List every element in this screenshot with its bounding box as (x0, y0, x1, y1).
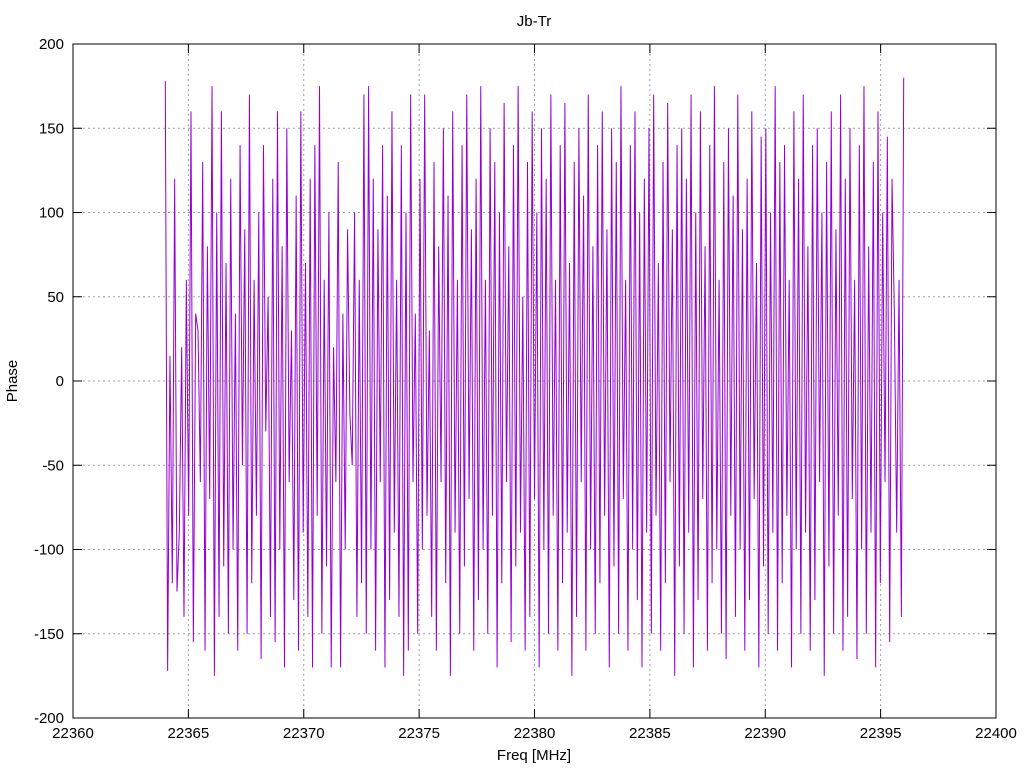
x-tick-label: 22360 (52, 725, 94, 742)
x-tick-label: 22380 (514, 725, 556, 742)
chart-title: Jb-Tr (517, 13, 551, 30)
x-tick-label: 22395 (860, 725, 902, 742)
y-axis-label: Phase (4, 360, 21, 403)
y-tick-label: -200 (34, 710, 64, 727)
x-tick-label: 22375 (398, 725, 440, 742)
y-tick-label: 0 (56, 373, 64, 390)
x-tick-label: 22365 (168, 725, 210, 742)
series-layer (164, 77, 905, 676)
x-tick-label: 22390 (744, 725, 786, 742)
y-tick-label: -150 (34, 626, 64, 643)
x-tick-label: 22400 (975, 725, 1017, 742)
y-tick-label: 100 (39, 205, 64, 222)
y-tick-labels: -200 -150 -100 -50 0 50 100 150 200 (34, 36, 64, 727)
x-axis-label: Freq [MHz] (497, 747, 571, 764)
y-tick-label: -100 (34, 542, 64, 559)
plot-frame (72, 43, 997, 719)
x-tick-labels: 22360 22365 22370 22375 22380 22385 22390 22395… (52, 725, 1017, 742)
phase-series-line (164, 77, 905, 676)
y-tick-label: -50 (42, 457, 64, 474)
y-tick-label: 150 (39, 120, 64, 137)
y-tick-label: 50 (47, 289, 64, 306)
x-tick-label: 22370 (283, 725, 325, 742)
x-tick-label: 22385 (629, 725, 671, 742)
y-tick-label: 200 (39, 36, 64, 53)
